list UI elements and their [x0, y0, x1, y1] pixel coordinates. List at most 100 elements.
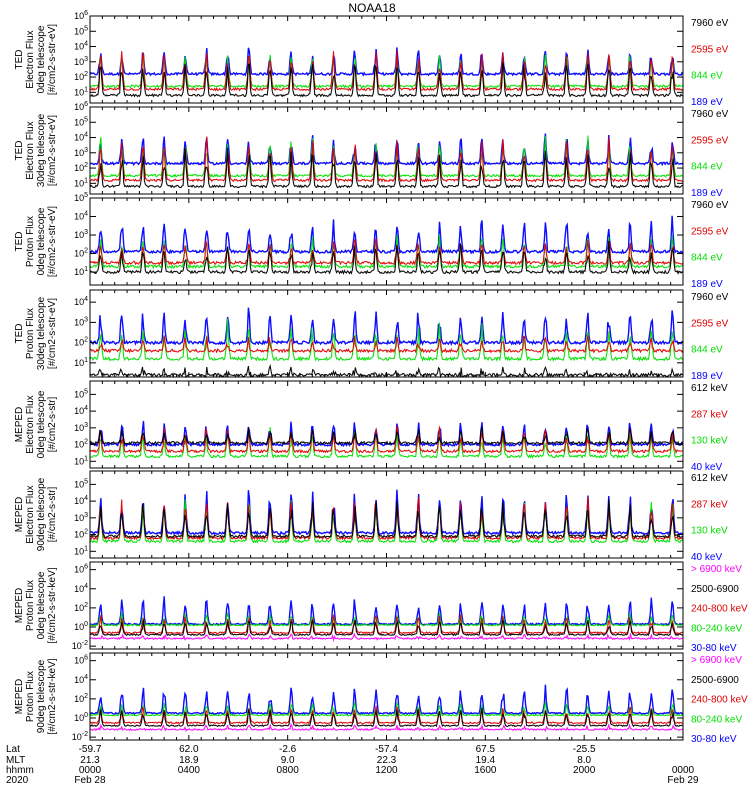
panel-frame [89, 289, 684, 378]
series-red-panel-2 [89, 136, 684, 183]
series-blue-panel-7 [89, 596, 684, 626]
y-axis-label: MEPED [14, 497, 25, 533]
legend-entry: 2500-6900 [691, 675, 739, 686]
y-tick-label: 101 [74, 545, 88, 556]
panel-7: 10-2 100 102 104 106 MEPED Proton Flux 0deg tel… [14, 561, 748, 654]
legend-entry: 130 keV [691, 526, 728, 537]
y-tick-label: 102 [74, 439, 88, 450]
series-magenta-panel-8 [89, 722, 684, 733]
series-blue-panel-8 [89, 684, 684, 716]
series-red-panel-4 [90, 335, 684, 354]
y-tick-label: 105 [74, 192, 88, 203]
y-axis-label: 30deg telescope [36, 296, 47, 370]
y-axis-label: [#/cm2-s-str] [47, 397, 58, 453]
y-axis-label: MEPED [14, 588, 25, 624]
series-blue-panel-2 [89, 133, 684, 167]
y-axis-label: 0deg telescope [36, 390, 47, 458]
y-tick-label: 106 [74, 101, 88, 112]
y-tick-label: 106 [74, 10, 88, 21]
legend-entry: 189 eV [691, 97, 723, 108]
y-axis-label: TED [14, 141, 25, 161]
y-tick-label: 104 [74, 674, 88, 685]
y-tick-label: 10-2 [72, 640, 88, 651]
y-axis-label: [#/cm2-s-str-eV] [47, 298, 58, 369]
y-tick-label: 101 [74, 86, 88, 97]
x-tick-label: Feb 28 [74, 775, 106, 786]
y-tick-label: 103 [74, 56, 88, 67]
y-tick-label: 102 [74, 337, 88, 348]
y-axis-label: Proton Flux [25, 308, 36, 359]
x-row-label: MLT [6, 755, 25, 766]
y-tick-label: 104 [74, 132, 88, 143]
panel-2: 101 102 103 104 105 106 TED Electron Flux 30deg … [14, 101, 729, 199]
y-axis-label: [#/cm2-s-str-eV] [47, 206, 58, 277]
legend-entry: 2595 eV [691, 318, 729, 329]
x-tick-label: 1200 [375, 765, 398, 776]
x-tick-label: 0400 [178, 765, 201, 776]
x-row-label: 2020 [6, 775, 29, 786]
y-tick-label: 102 [74, 529, 88, 540]
x-tick-label: -2.6 [279, 744, 297, 755]
series-green-panel-2 [89, 135, 684, 179]
x-tick-label: 0000 [672, 765, 695, 776]
y-tick-label: 104 [74, 495, 88, 506]
legend-entry: 7960 eV [691, 109, 729, 120]
y-tick-label: 102 [74, 162, 88, 173]
panel-frame [89, 470, 684, 559]
y-tick-label: 104 [74, 41, 88, 52]
panel-frame [89, 561, 684, 650]
legend-entry: 80-240 keV [691, 623, 742, 634]
y-tick-label: 105 [74, 478, 88, 489]
legend-entry: 844 eV [691, 162, 723, 173]
y-axis-label: MEPED [14, 679, 25, 715]
series-green-panel-1 [89, 54, 684, 89]
x-row-label: hhmm [6, 765, 34, 776]
y-tick-label: 103 [74, 422, 88, 433]
x-tick-label: 19.4 [476, 755, 496, 766]
y-axis-label: [#/cm2-s-str-keV] [47, 567, 58, 643]
y-tick-label: 103 [74, 229, 88, 240]
y-axis-label: [#/cm2-s-str-eV] [47, 115, 58, 186]
y-axis-label: 0deg telescope [36, 25, 47, 93]
x-tick-label: 62.0 [179, 744, 199, 755]
y-tick-label: 104 [74, 296, 88, 307]
series-green-panel-5 [89, 427, 684, 459]
legend-entry: 80-240 keV [691, 714, 742, 725]
legend-entry: > 6900 keV [691, 564, 742, 575]
x-tick-label: 67.5 [476, 744, 496, 755]
y-tick-label: 102 [74, 602, 88, 613]
series-blue-panel-4 [89, 307, 684, 347]
y-tick-label: 105 [74, 116, 88, 127]
series-red-panel-8 [89, 705, 684, 725]
y-tick-label: 101 [74, 455, 88, 466]
y-axis-label: 0deg telescope [36, 207, 47, 275]
series-green-panel-6 [89, 499, 684, 544]
y-tick-label: 106 [74, 564, 88, 575]
y-tick-label: 102 [74, 71, 88, 82]
legend-entry: 287 keV [691, 499, 728, 510]
y-axis-label: MEPED [14, 407, 25, 443]
legend-entry: 40 keV [691, 462, 722, 473]
x-tick-label: 0800 [277, 765, 300, 776]
y-axis-label: 0deg telescope [36, 571, 47, 639]
series-green-panel-3 [89, 234, 684, 270]
y-tick-label: 102 [74, 248, 88, 259]
y-axis-label: Proton Flux [25, 216, 36, 267]
series-red-panel-1 [89, 49, 684, 92]
legend-entry: 189 eV [691, 371, 723, 382]
y-tick-label: 101 [74, 177, 88, 188]
legend-entry: 2500-6900 [691, 584, 739, 595]
y-tick-label: 100 [74, 712, 88, 723]
series-black-panel-5 [89, 426, 684, 446]
y-axis-label: 30deg telescope [36, 113, 47, 187]
y-tick-label: 101 [74, 266, 88, 277]
series-red-panel-3 [89, 238, 684, 266]
y-tick-label: 103 [74, 147, 88, 158]
chart-title: NOAA18 [348, 1, 396, 15]
y-axis-label: Electron Flux [25, 30, 36, 88]
y-axis-label: [#/cm2-s-str-keV] [47, 658, 58, 734]
y-axis-label: Proton Flux [25, 671, 36, 722]
panel-5: 101 102 103 104 105 MEPED Electron Flux 0deg te… [14, 380, 728, 473]
series-black-panel-6 [89, 499, 684, 539]
